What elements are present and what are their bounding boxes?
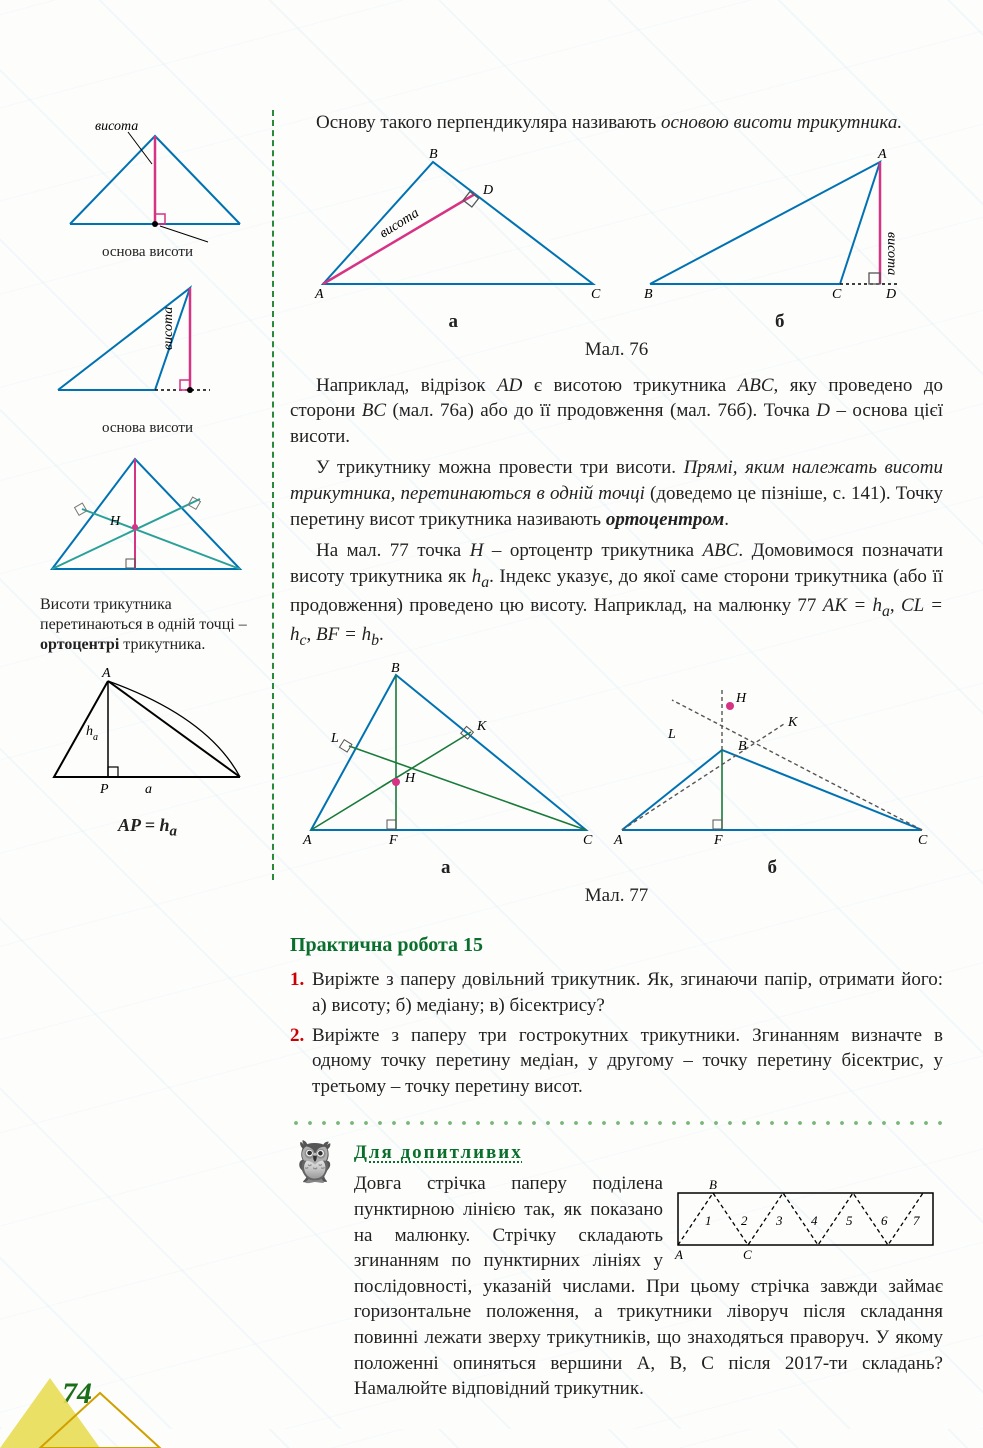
svg-text:D: D — [482, 183, 493, 198]
svg-text:висота: висота — [377, 205, 422, 241]
svg-text:1: 1 — [705, 1213, 712, 1228]
svg-text:C: C — [918, 833, 928, 848]
fig77a: A B C F H K L а — [291, 660, 601, 881]
practice-task: 1. Виріжте з паперу довільний трикутник.… — [290, 967, 943, 1018]
sidebar-fig-orthocenter: H — [40, 447, 255, 587]
fig77-row: A B C F H K L а — [290, 660, 943, 881]
svg-text:B: B — [738, 739, 747, 754]
svg-text:F: F — [388, 833, 398, 848]
advanced-block: 🦉 Для допитливих A B C 1 2 — [290, 1140, 943, 1408]
formula-AP-ha: AP = ha — [40, 813, 255, 842]
fig76b: B A C D висота б — [630, 144, 930, 335]
label-ha: h — [86, 724, 93, 739]
svg-text:C: C — [583, 833, 593, 848]
section-separator — [290, 1118, 943, 1128]
svg-text:H: H — [735, 691, 747, 706]
task-num: 1. — [290, 967, 312, 1018]
practice-title: Практична робота 15 — [290, 932, 943, 959]
svg-text:5: 5 — [846, 1213, 853, 1228]
label-height: висота — [161, 307, 176, 350]
para2: У трикутнику можна провести три висоти. … — [290, 455, 943, 532]
fig76a: A B C D висота а — [303, 144, 603, 335]
label-H: H — [109, 514, 121, 529]
note-prefix: Висоти трикутника перетинаються в одній … — [40, 596, 247, 633]
svg-text:A: A — [613, 833, 623, 848]
owl-icon: 🦉 — [290, 1142, 340, 1182]
svg-text:B: B — [391, 661, 400, 676]
fig76-row: A B C D висота а B A C D — [290, 144, 943, 335]
svg-text:B: B — [429, 147, 438, 162]
sidebar-orthocenter-note: Висоти трикутника перетинаються в одній … — [40, 595, 255, 655]
label-a: a — [145, 782, 152, 797]
page-number: 74 — [62, 1374, 92, 1415]
note-suffix: трикутника. — [119, 636, 205, 653]
svg-text:K: K — [787, 715, 798, 730]
svg-text:6: 6 — [881, 1213, 888, 1228]
svg-text:A: A — [302, 833, 312, 848]
svg-text:B: B — [709, 1177, 717, 1192]
para1: Наприклад, відрізок AD є висотою трикутн… — [290, 373, 943, 450]
intro-paragraph: Основу такого перпендикуляра називають о… — [290, 110, 943, 136]
svg-text:L: L — [330, 731, 339, 746]
label-height: висота — [95, 119, 138, 134]
svg-text:D: D — [885, 287, 896, 302]
para3: На мал. 77 точка H – ортоцентр трикутник… — [290, 538, 943, 651]
svg-text:7: 7 — [913, 1213, 920, 1228]
svg-text:H: H — [404, 771, 416, 786]
svg-text:2: 2 — [741, 1213, 748, 1228]
fig76b-sub: б — [630, 309, 930, 335]
svg-text:A: A — [877, 147, 887, 162]
zigzag-figure: A B C 1 2 3 4 5 6 7 — [673, 1175, 943, 1271]
svg-text:B: B — [644, 287, 653, 302]
practice-task: 2. Виріжте з паперу три гострокутних три… — [290, 1023, 943, 1100]
task-num: 2. — [290, 1023, 312, 1100]
main-content: Основу такого перпендикуляра називають о… — [290, 110, 943, 1408]
sidebar: висота основа висоти висота основа висот… — [40, 110, 255, 849]
svg-text:3: 3 — [775, 1213, 783, 1228]
sidebar-divider — [272, 110, 274, 880]
label-foot: основа висоти — [40, 242, 255, 262]
fig77-caption: Мал. 77 — [290, 883, 943, 909]
practice-task-list: 1. Виріжте з паперу довільний трикутник.… — [290, 967, 943, 1099]
svg-text:A: A — [674, 1247, 683, 1262]
label-ha-sub: a — [93, 732, 98, 743]
fig76a-sub: а — [303, 309, 603, 335]
note-bold: ортоцентрі — [40, 636, 119, 653]
fig77a-sub: а — [291, 855, 601, 881]
sidebar-fig-altitude-exterior: висота основа висоти — [40, 270, 255, 438]
fig76-caption: Мал. 76 — [290, 337, 943, 363]
svg-text:A: A — [314, 287, 324, 302]
sidebar-fig-ha-notation: A P a ha AP = ha — [40, 667, 255, 842]
task-text: Виріжте з паперу довільний трикутник. Як… — [312, 967, 943, 1018]
fig77b-sub: б — [602, 855, 942, 881]
footer-decoration — [0, 1368, 200, 1448]
label-P: P — [99, 782, 109, 797]
svg-text:ha: ha — [86, 724, 98, 743]
svg-text:4: 4 — [811, 1213, 818, 1228]
task-text: Виріжте з паперу три гострокутних трикут… — [312, 1023, 943, 1100]
svg-text:L: L — [667, 727, 676, 742]
svg-text:C: C — [832, 287, 842, 302]
svg-text:висота: висота — [884, 232, 899, 275]
svg-text:K: K — [476, 719, 487, 734]
label-A: A — [101, 667, 111, 681]
svg-text:C: C — [591, 287, 601, 302]
svg-text:F: F — [713, 833, 723, 848]
fig77b: A B C F H K L б — [602, 660, 942, 881]
label-foot: основа висоти — [40, 418, 255, 438]
advanced-title: Для допитливих — [354, 1140, 943, 1166]
sidebar-fig-altitude-interior: висота основа висоти — [40, 114, 255, 262]
svg-text:C: C — [743, 1247, 752, 1262]
